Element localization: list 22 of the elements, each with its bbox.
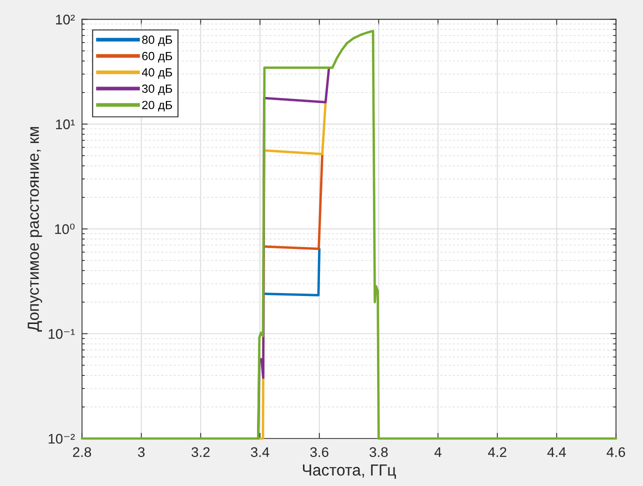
y-tick-label: 10¹ xyxy=(56,119,75,130)
x-tick-label: 3 xyxy=(138,447,145,458)
x-axis-title: Частота, ГГц xyxy=(302,464,396,479)
x-tick-label: 3.2 xyxy=(192,447,210,458)
x-tick-label: 4.6 xyxy=(606,447,626,458)
legend-label: 20 дБ xyxy=(142,100,172,112)
legend-label: 40 дБ xyxy=(142,68,172,79)
y-tick-label: 10⁻¹ xyxy=(48,329,75,339)
legend-label: 60 дБ xyxy=(142,52,172,62)
legend-label: 80 дБ xyxy=(142,36,172,46)
x-tick-label: 4.2 xyxy=(488,447,506,457)
y-tick-label: 10⁻² xyxy=(48,434,75,444)
y-tick-label: 10⁰ xyxy=(55,224,75,234)
legend-label: 30 дБ xyxy=(142,84,172,96)
y-axis-title: Допустимое расстояние, км xyxy=(28,127,42,332)
x-tick-label: 4 xyxy=(434,447,442,457)
x-tick-label: 4.4 xyxy=(547,447,566,457)
x-tick-label: 3.6 xyxy=(310,447,328,458)
x-tick-label: 3.8 xyxy=(370,447,388,458)
x-tick-label: 3.4 xyxy=(250,447,270,458)
x-tick-label: 2.8 xyxy=(73,447,92,458)
y-tick-label: 10² xyxy=(56,14,75,24)
